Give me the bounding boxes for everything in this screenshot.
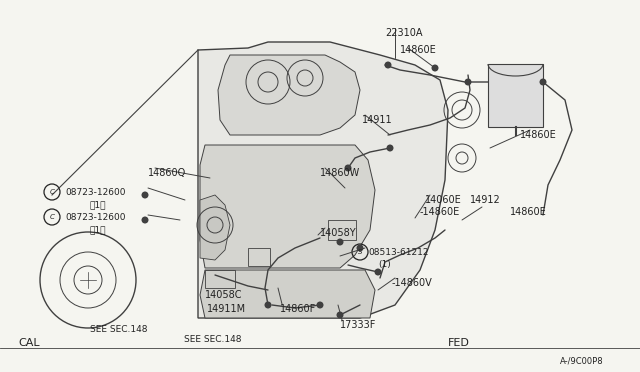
Circle shape	[317, 301, 323, 308]
Polygon shape	[200, 195, 230, 260]
Text: 14060E: 14060E	[425, 195, 461, 205]
Text: 17333F: 17333F	[340, 320, 376, 330]
Circle shape	[337, 238, 344, 246]
Polygon shape	[200, 145, 375, 268]
Text: 14860E: 14860E	[520, 130, 557, 140]
Circle shape	[264, 301, 271, 308]
Circle shape	[431, 64, 438, 71]
Text: 14860E: 14860E	[510, 207, 547, 217]
Text: 14860E: 14860E	[400, 45, 436, 55]
Text: 14860F: 14860F	[280, 304, 316, 314]
Text: SEE SEC.148: SEE SEC.148	[184, 335, 241, 344]
Text: （1）: （1）	[90, 225, 106, 234]
Circle shape	[465, 78, 472, 86]
Polygon shape	[200, 270, 375, 318]
Text: 22310A: 22310A	[385, 28, 422, 38]
Text: 14058C: 14058C	[205, 290, 243, 300]
Text: SEE SEC.148: SEE SEC.148	[90, 325, 147, 334]
Text: FED: FED	[448, 338, 470, 348]
Text: C: C	[49, 189, 54, 195]
Text: C: C	[49, 214, 54, 220]
Text: 14911: 14911	[362, 115, 392, 125]
Text: 08513-61212: 08513-61212	[368, 248, 429, 257]
Circle shape	[374, 269, 381, 276]
Circle shape	[385, 61, 392, 68]
Circle shape	[540, 78, 547, 86]
Text: 14912: 14912	[470, 195, 500, 205]
Circle shape	[344, 164, 351, 171]
Text: 08723-12600: 08723-12600	[65, 188, 125, 197]
Text: -14860V: -14860V	[392, 278, 433, 288]
Text: 14860W: 14860W	[320, 168, 360, 178]
Polygon shape	[198, 42, 448, 318]
Circle shape	[141, 192, 148, 199]
Polygon shape	[488, 64, 543, 127]
Text: 14911M: 14911M	[207, 304, 246, 314]
Circle shape	[387, 144, 394, 151]
Text: 14058Y: 14058Y	[320, 228, 356, 238]
Text: （1）: （1）	[90, 200, 106, 209]
Text: CAL: CAL	[18, 338, 40, 348]
Circle shape	[141, 217, 148, 224]
Text: 08723-12600: 08723-12600	[65, 213, 125, 222]
Text: S: S	[358, 249, 362, 255]
Text: -14860E: -14860E	[420, 207, 460, 217]
Text: 14860Q: 14860Q	[148, 168, 186, 178]
Text: (1): (1)	[378, 260, 391, 269]
Polygon shape	[218, 55, 360, 135]
Circle shape	[356, 244, 364, 251]
Circle shape	[337, 311, 344, 318]
Text: A-/9C00P8: A-/9C00P8	[560, 356, 604, 365]
